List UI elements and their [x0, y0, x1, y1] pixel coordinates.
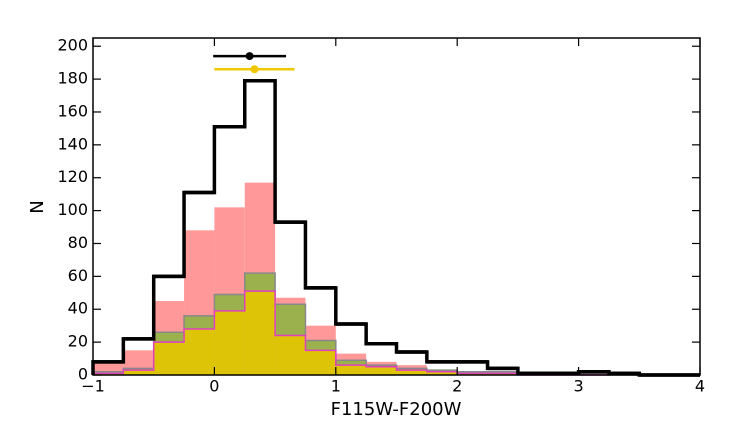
bar [93, 363, 124, 375]
x-tick-label: 4 [695, 377, 705, 396]
axes-frame [92, 37, 701, 376]
bar [123, 370, 154, 375]
x-tick-label: 2 [452, 377, 462, 396]
bar [184, 328, 215, 375]
y-tick-label: 20 [68, 332, 88, 351]
x-axis-label: F115W-F200W [331, 399, 462, 420]
bar [366, 366, 397, 375]
bar [305, 350, 336, 375]
x-tick-label: 1 [331, 377, 341, 396]
y-tick-label: 160 [57, 101, 88, 120]
y-tick-label: 200 [57, 36, 88, 55]
y-tick-label: 120 [57, 167, 88, 186]
bar [396, 370, 427, 375]
bar [426, 371, 458, 375]
x-tick-label: −1 [81, 377, 105, 396]
bar [578, 373, 609, 375]
bar [335, 365, 367, 375]
bar [153, 342, 185, 375]
x-tick-label: 0 [209, 377, 219, 396]
y-tick-label: 180 [57, 69, 88, 88]
x-tick-label: 3 [574, 377, 584, 396]
bar [275, 335, 306, 375]
bar [214, 310, 245, 375]
point [250, 65, 259, 74]
bar [244, 291, 276, 375]
y-axis-label: N [27, 200, 48, 213]
y-tick-label: 40 [68, 299, 88, 318]
y-tick-label: 100 [57, 200, 88, 219]
y-tick-label: 80 [68, 233, 88, 252]
point [245, 52, 254, 61]
y-tick-label: 60 [68, 266, 88, 285]
y-tick-label: 140 [57, 134, 88, 153]
bar [487, 373, 518, 375]
y-tick-label: 0 [78, 365, 88, 384]
bar [93, 373, 124, 375]
bar [457, 373, 488, 375]
